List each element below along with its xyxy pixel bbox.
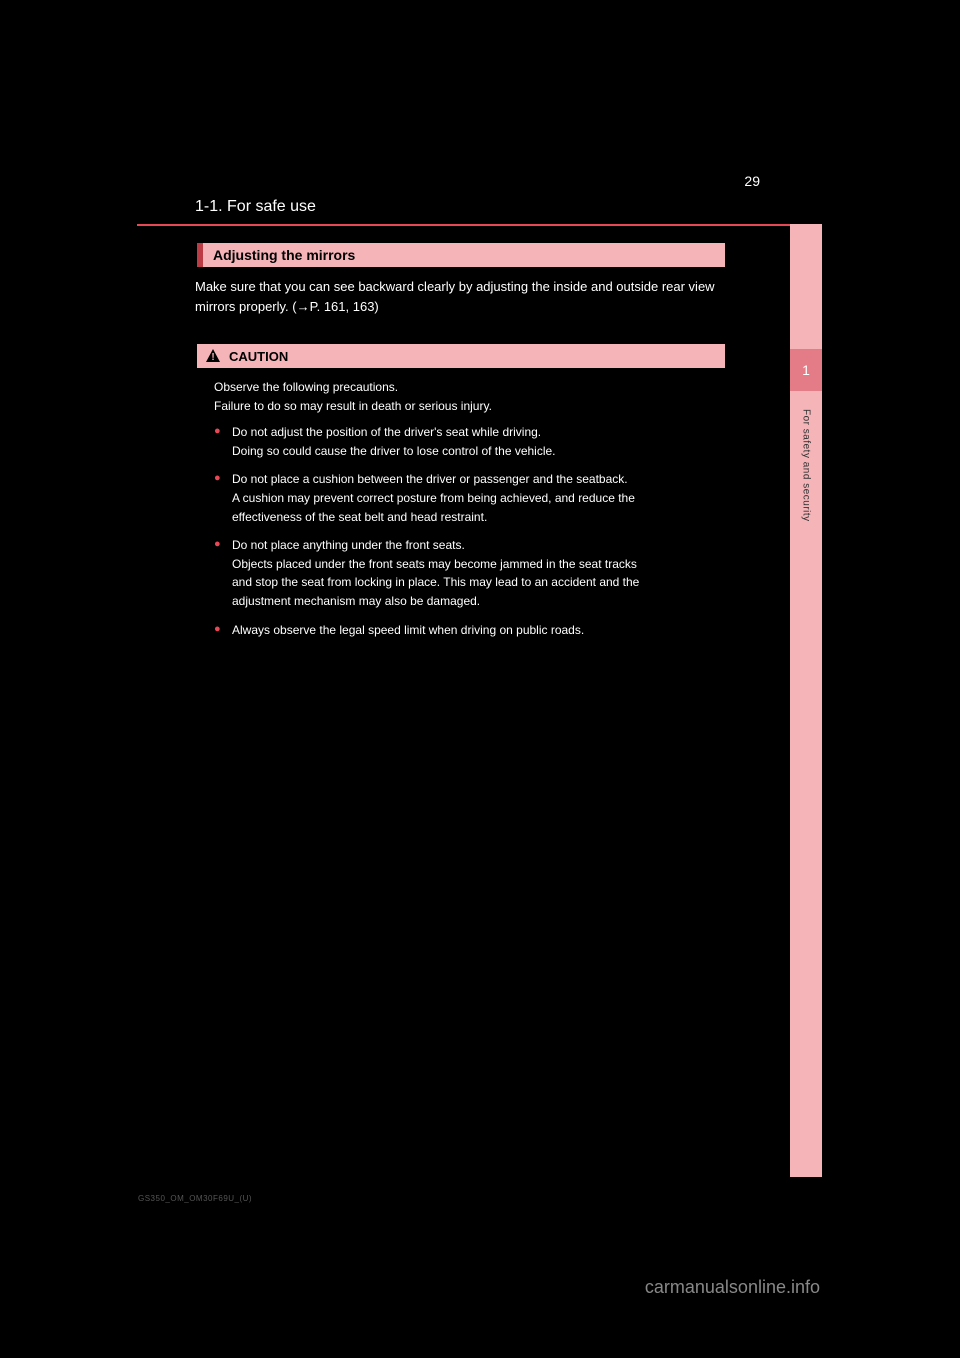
bullet-list: Do not adjust the position of the driver… [214,423,714,639]
caution-label: CAUTION [229,349,288,364]
svg-text:!: ! [211,352,214,363]
bullet-item: Always observe the legal speed limit whe… [214,621,714,640]
warning-triangle-icon: ! [205,348,221,364]
chapter-number-tab: 1 [790,349,822,391]
bullet-item: Do not adjust the position of the driver… [214,423,714,460]
side-label-container: For safety and security [790,401,822,601]
intro-paragraph: Make sure that you can see backward clea… [195,277,725,316]
caution-intro: Observe the following precautions. Failu… [214,378,714,415]
caution-bar: ! CAUTION [197,344,725,368]
section-title-bar: Adjusting the mirrors [197,243,725,267]
page-number: 29 [744,173,760,189]
chapter-header: 1-1. For safe use [195,198,316,216]
watermark: carmanualsonline.info [645,1277,820,1298]
caution-content: Observe the following precautions. Failu… [214,378,714,649]
header-divider [137,224,822,226]
bullet-item: Do not place a cushion between the drive… [214,470,714,526]
bullet-item: Do not place anything under the front se… [214,536,714,610]
document-id: GS350_OM_OM30F69U_(U) [138,1194,252,1203]
section-title: Adjusting the mirrors [213,247,355,263]
side-label: For safety and security [801,409,812,522]
